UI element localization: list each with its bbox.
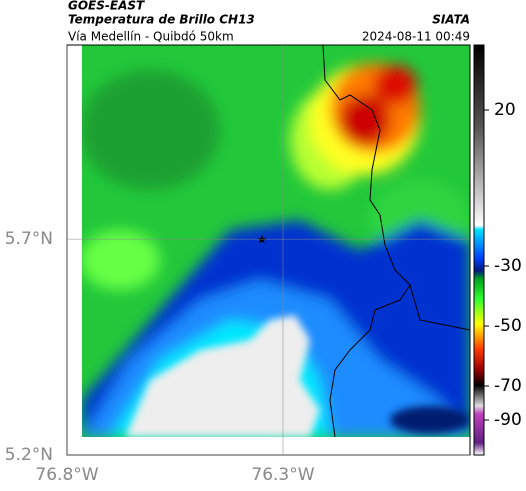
colorbar-tick-label: -90 [494, 410, 522, 430]
satellite: GOES-EAST [68, 0, 145, 13]
border [409, 284, 471, 331]
lat-tick-label: 5.2°N [5, 445, 53, 465]
route: Vía Medellín - Quibdó 50km [68, 30, 234, 44]
border [322, 44, 411, 438]
lat-tick-label: 5.7°N [5, 229, 53, 249]
colorbar-tick-label: -50 [494, 316, 522, 336]
brightness-field [82, 45, 470, 437]
colorbar-tick-label: -30 [494, 256, 522, 276]
colorbar-tick-label: 20 [494, 100, 516, 120]
title: Temperatura de Brillo CH13 [68, 13, 255, 27]
colorbar-tick-label: -70 [494, 376, 522, 396]
datetime: 2024-08-11 00:49 [362, 30, 470, 44]
lon-tick-label: 76.8°W [35, 465, 98, 485]
colorbar [473, 44, 485, 456]
lon-tick-label: 76.3°W [251, 465, 314, 485]
source: SIATA [432, 13, 470, 27]
